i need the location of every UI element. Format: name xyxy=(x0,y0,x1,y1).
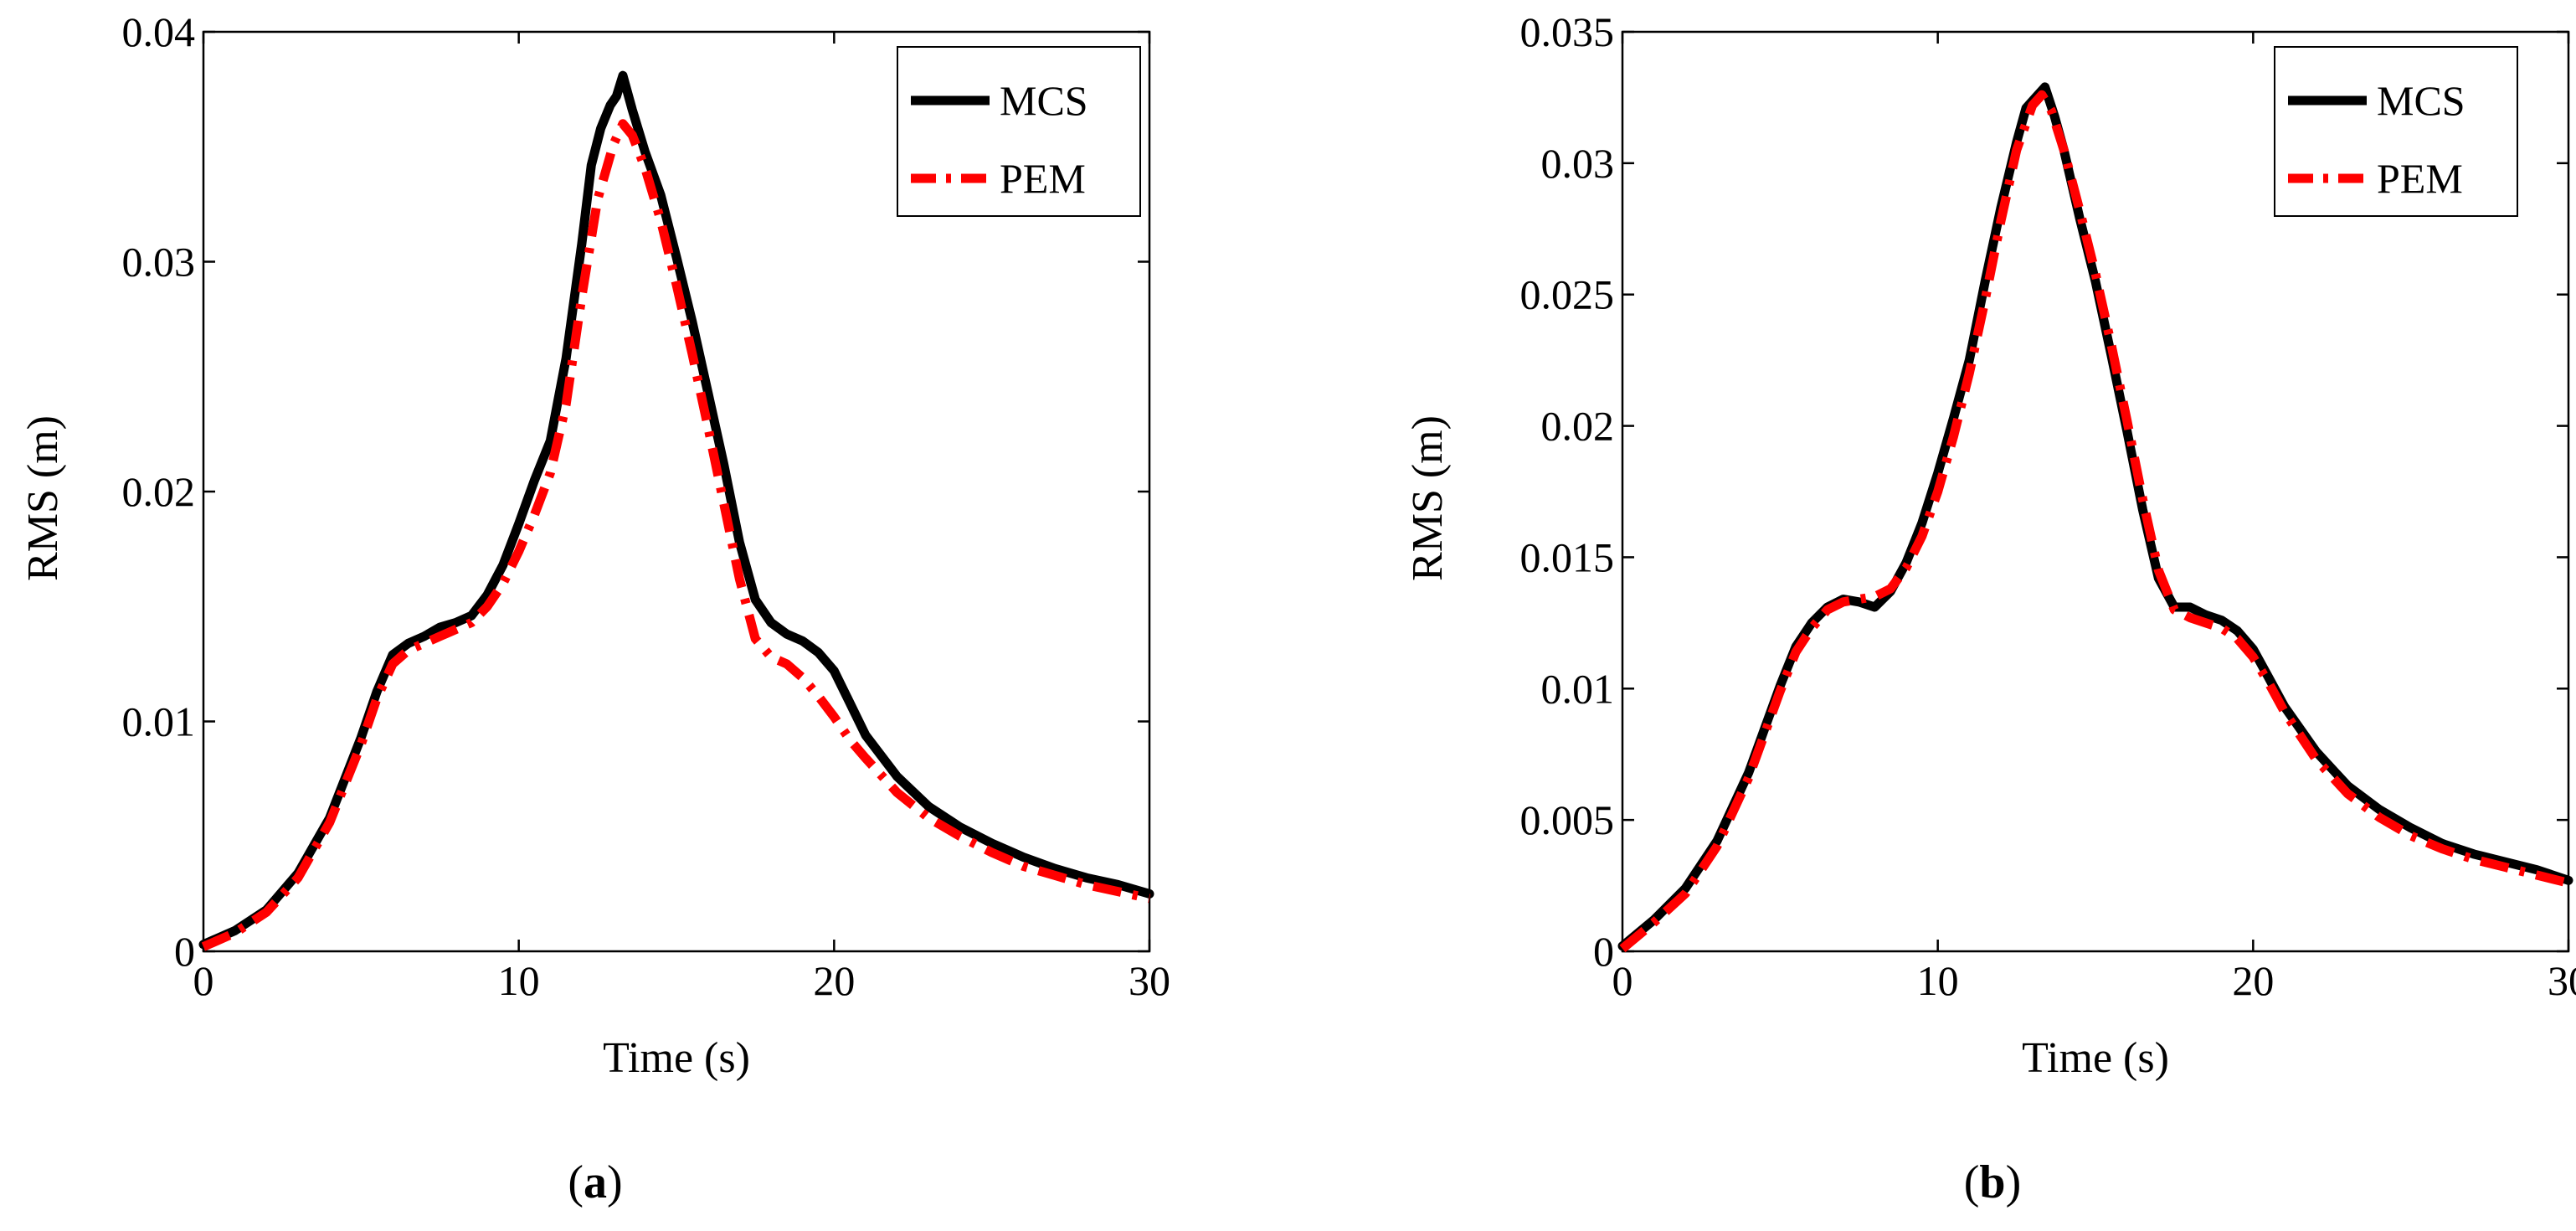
y-tick-label: 0 xyxy=(1593,928,1614,975)
series-line-mcs xyxy=(198,70,1154,950)
legend-label-pem: PEM xyxy=(2377,155,2463,202)
y-tick-label: 0 xyxy=(174,928,195,975)
caption-letter: a xyxy=(584,1156,607,1208)
caption-a: (a) xyxy=(568,1156,622,1208)
legend-label-pem: PEM xyxy=(1000,155,1086,202)
x-tick-label: 30 xyxy=(1129,957,1170,1004)
legend-b: MCS PEM xyxy=(2274,46,2518,217)
x-tick-label: 10 xyxy=(498,957,540,1004)
x-tick-labels-b: 0 10 20 30 xyxy=(1612,957,2576,1004)
y-tick-label: 0.035 xyxy=(1520,8,1615,55)
x-tick-label: 20 xyxy=(813,957,855,1004)
tick-marks-b xyxy=(1621,30,2570,953)
legend-a: MCS PEM xyxy=(897,46,1141,217)
chart-panel-a: 0 0.01 0.02 0.03 0.04 0 10 20 30 Time (s… xyxy=(19,8,1170,1208)
caption-letter: b xyxy=(1979,1156,2005,1208)
x-tick-labels-a: 0 10 20 30 xyxy=(193,957,1171,1004)
y-tick-labels-a: 0 0.01 0.02 0.03 0.04 xyxy=(122,8,196,975)
legend-box xyxy=(897,46,1141,217)
legend-label-mcs: MCS xyxy=(1000,77,1088,124)
caption-b: (b) xyxy=(1964,1156,2021,1208)
y-tick-label: 0.025 xyxy=(1520,271,1615,318)
y-tick-label: 0.015 xyxy=(1520,533,1615,580)
y-tick-label: 0.01 xyxy=(1541,665,1615,712)
x-axis-title-b: Time (s) xyxy=(2022,1034,2169,1082)
x-tick-label: 20 xyxy=(2232,957,2274,1004)
series-line-pem xyxy=(201,119,1151,951)
legend-box xyxy=(2274,46,2518,217)
chart-panel-b: 0 0.005 0.01 0.015 0.02 0.025 0.03 0.035… xyxy=(1404,8,2576,1208)
x-tick-label: 0 xyxy=(193,957,214,1004)
series-group-a xyxy=(198,70,1154,951)
y-tick-label: 0.03 xyxy=(122,239,196,286)
series-group-b xyxy=(1617,82,2573,953)
y-axis-title-b: RMS (m) xyxy=(1404,415,1452,581)
caption-open-paren: ( xyxy=(1964,1156,1980,1208)
y-tick-labels-b: 0 0.005 0.01 0.015 0.02 0.025 0.03 0.035 xyxy=(1520,8,1615,975)
y-tick-label: 0.03 xyxy=(1541,140,1615,187)
caption-close-paren: ) xyxy=(607,1156,623,1208)
legend-label-mcs: MCS xyxy=(2377,77,2465,124)
y-tick-label: 0.04 xyxy=(122,8,196,55)
y-tick-label: 0.02 xyxy=(1541,403,1615,450)
caption-close-paren: ) xyxy=(2006,1156,2022,1208)
caption-open-paren: ( xyxy=(568,1156,584,1208)
x-axis-title-a: Time (s) xyxy=(603,1034,750,1082)
x-tick-label: 30 xyxy=(2548,957,2576,1004)
x-tick-label: 10 xyxy=(1917,957,1959,1004)
y-axis-title-a: RMS (m) xyxy=(19,415,67,581)
x-tick-label: 0 xyxy=(1612,957,1633,1004)
series-line-pem xyxy=(1619,90,2570,953)
y-tick-label: 0.01 xyxy=(122,698,196,745)
y-tick-label: 0.02 xyxy=(122,468,196,515)
y-tick-label: 0.005 xyxy=(1520,796,1615,843)
